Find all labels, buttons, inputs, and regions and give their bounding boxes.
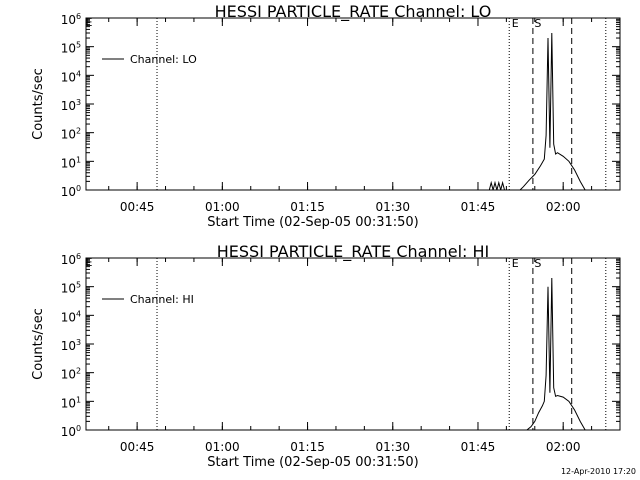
x-tick-label: 00:45 xyxy=(120,440,155,454)
x-tick-label: 01:15 xyxy=(290,440,325,454)
x-tick-label: 01:30 xyxy=(375,200,410,214)
y-tick-exponent: 2 xyxy=(76,127,81,136)
y-tick-label: 10 xyxy=(61,253,76,267)
y-tick-exponent: 4 xyxy=(76,69,81,78)
y-tick-label: 10 xyxy=(61,128,76,142)
y-tick-exponent: 1 xyxy=(76,395,81,404)
y-tick-exponent: 2 xyxy=(76,367,81,376)
y-tick-label: 10 xyxy=(61,339,76,353)
flag-label: E xyxy=(512,17,519,30)
chart-title: HESSI PARTICLE_RATE Channel: LO xyxy=(215,2,492,22)
y-tick-exponent: 6 xyxy=(76,252,81,261)
legend-label: Channel: LO xyxy=(130,53,197,66)
x-tick-label: 01:00 xyxy=(205,440,240,454)
timestamp: 12-Apr-2010 17:20 xyxy=(561,467,636,476)
corner-flag: E xyxy=(86,16,93,29)
y-tick-exponent: 3 xyxy=(76,98,81,107)
x-tick-label: 01:30 xyxy=(375,440,410,454)
x-axis-label: Start Time (02-Sep-05 00:31:50) xyxy=(207,215,418,230)
x-tick-label: 02:00 xyxy=(546,440,581,454)
y-tick-exponent: 3 xyxy=(76,338,81,347)
y-tick-exponent: 4 xyxy=(76,309,81,318)
y-tick-label: 10 xyxy=(61,42,76,56)
corner-flag: E xyxy=(86,256,93,269)
y-axis-label: Counts/sec xyxy=(31,68,46,140)
x-tick-label: 01:00 xyxy=(205,200,240,214)
chart-title: HESSI PARTICLE_RATE Channel: HI xyxy=(217,242,490,262)
y-tick-exponent: 5 xyxy=(76,281,81,290)
plot-frame xyxy=(85,17,621,191)
y-tick-label: 10 xyxy=(61,310,76,324)
y-tick-label: 10 xyxy=(61,425,76,439)
x-tick-label: 02:00 xyxy=(546,200,581,214)
y-axis-label: Counts/sec xyxy=(31,308,46,380)
x-tick-label: 01:45 xyxy=(461,440,496,454)
y-tick-exponent: 0 xyxy=(76,424,81,433)
y-tick-label: 10 xyxy=(61,70,76,84)
flag-label: S xyxy=(534,257,541,270)
x-axis-label: Start Time (02-Sep-05 00:31:50) xyxy=(207,455,418,470)
plot-frame xyxy=(85,257,621,431)
y-tick-exponent: 5 xyxy=(76,41,81,50)
y-tick-label: 10 xyxy=(61,156,76,170)
y-tick-exponent: 1 xyxy=(76,155,81,164)
y-tick-label: 10 xyxy=(61,396,76,410)
x-tick-label: 00:45 xyxy=(120,200,155,214)
y-tick-label: 10 xyxy=(61,368,76,382)
y-tick-label: 10 xyxy=(61,185,76,199)
y-tick-label: 10 xyxy=(61,99,76,113)
y-tick-exponent: 0 xyxy=(76,184,81,193)
y-tick-label: 10 xyxy=(61,13,76,27)
x-tick-label: 01:15 xyxy=(290,200,325,214)
series-line xyxy=(488,32,586,190)
legend-label: Channel: HI xyxy=(130,293,194,306)
series-line xyxy=(526,277,586,430)
y-tick-label: 10 xyxy=(61,282,76,296)
x-tick-label: 01:45 xyxy=(461,200,496,214)
y-tick-exponent: 6 xyxy=(76,12,81,21)
flag-label: E xyxy=(512,257,519,270)
flag-label: S xyxy=(534,17,541,30)
